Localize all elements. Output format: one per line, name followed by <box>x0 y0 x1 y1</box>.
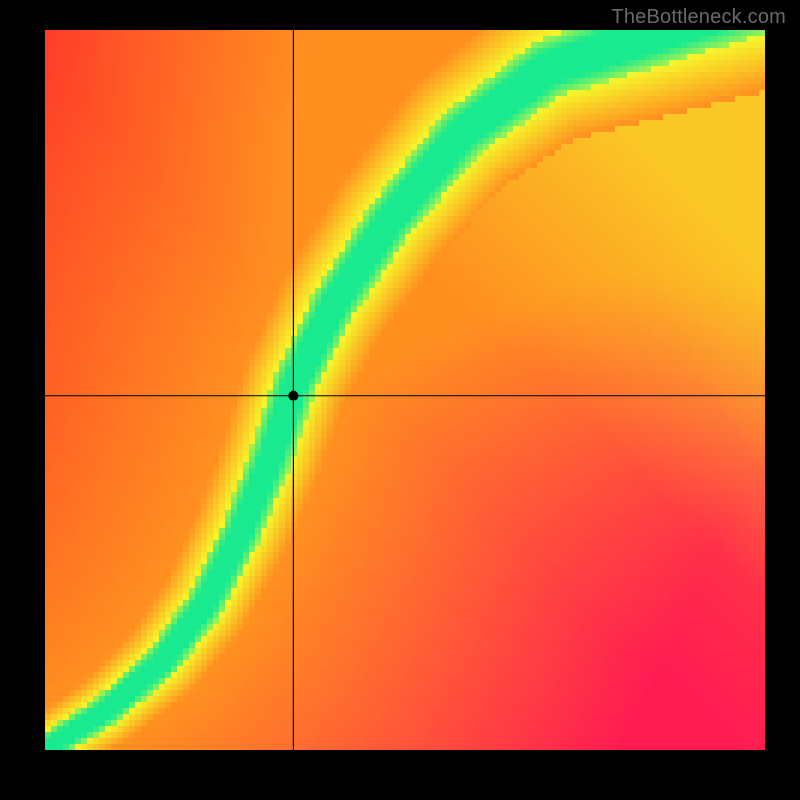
watermark-text: TheBottleneck.com <box>611 6 786 29</box>
bottleneck-heatmap <box>45 30 765 750</box>
crosshair-overlay <box>45 30 765 750</box>
